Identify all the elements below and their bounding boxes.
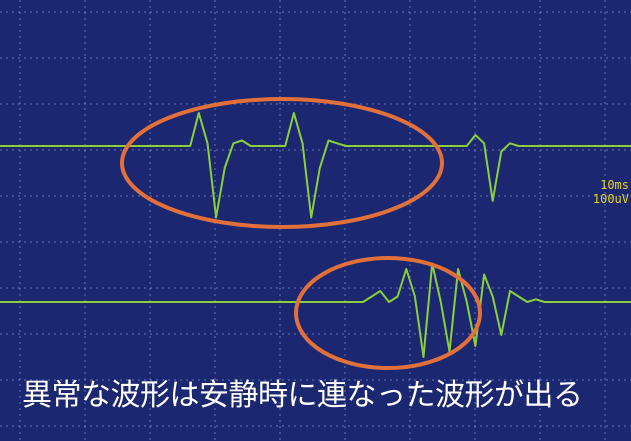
- highlight-ellipse-2: [294, 256, 482, 370]
- amplitude-scale-label: 100uV: [592, 192, 629, 206]
- highlight-ellipse-1: [120, 97, 444, 229]
- time-scale-label: 10ms: [600, 178, 629, 192]
- trace-line-2: [0, 262, 631, 358]
- trace-line-1: [0, 112, 631, 219]
- highlights: [120, 97, 482, 370]
- traces: [0, 112, 631, 358]
- caption: 異常な波形は安静時に連なった波形が出る: [22, 378, 583, 413]
